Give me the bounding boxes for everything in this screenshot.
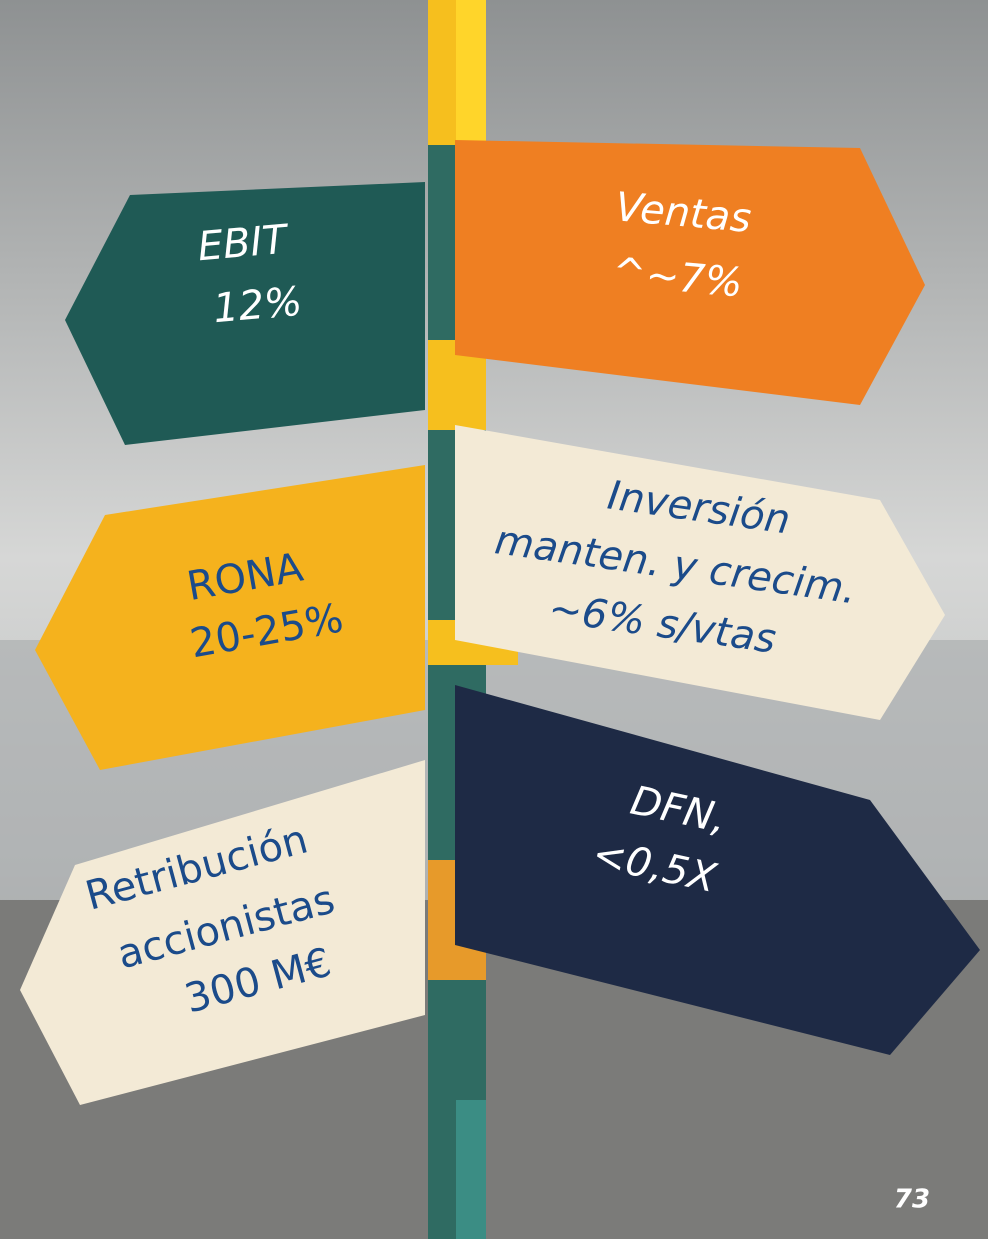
- sign-ventas: [455, 140, 925, 405]
- sign-dfn: [455, 685, 980, 1055]
- sign-retribucion: [20, 760, 425, 1105]
- sign-text: ^~7%: [611, 249, 745, 306]
- sign-rona: [35, 465, 425, 770]
- sign-inversion: [455, 425, 945, 720]
- sign-ebit: [65, 182, 425, 445]
- page-number: 73: [894, 1185, 930, 1215]
- sign-text: EBIT: [196, 216, 292, 270]
- sign-text: 12%: [211, 279, 304, 333]
